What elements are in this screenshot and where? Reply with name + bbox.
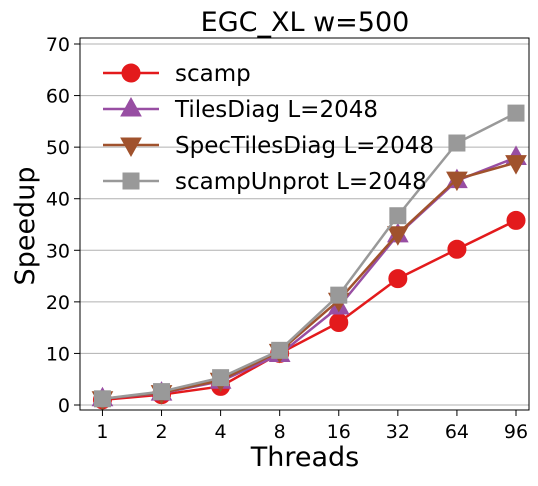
legend-label: scampUnprot L=2048 (175, 169, 427, 195)
x-tick-label: 16 (327, 421, 351, 443)
data-point (93, 390, 111, 408)
series-line (102, 111, 517, 401)
x-tick-label: 8 (274, 421, 286, 443)
legend-item: scamp (103, 61, 251, 87)
series-3 (93, 104, 525, 408)
legend-marker (122, 172, 140, 190)
data-point (507, 104, 525, 122)
legend-label: TilesDiag L=2048 (174, 97, 378, 123)
data-point (271, 341, 289, 359)
x-tick-label: 4 (215, 421, 227, 443)
data-point (212, 369, 230, 387)
data-point (505, 155, 527, 175)
series-0 (92, 210, 526, 410)
y-tick-label: 10 (46, 343, 70, 365)
data-point (330, 286, 348, 304)
legend-label: SpecTilesDiag L=2048 (175, 133, 434, 159)
data-point (389, 207, 407, 225)
x-tick-label: 1 (96, 421, 108, 443)
grid-lines (80, 43, 529, 406)
y-tick-label: 70 (46, 34, 70, 56)
data-point (446, 171, 468, 192)
legend-marker (120, 137, 142, 158)
legend-item: TilesDiag L=2048 (103, 96, 378, 123)
data-point (388, 269, 408, 289)
x-tick-label: 32 (386, 421, 410, 443)
y-axis-label: Speedup (10, 167, 41, 286)
data-point (448, 134, 466, 152)
x-tick-label: 2 (155, 421, 167, 443)
y-tick-label: 50 (46, 137, 70, 159)
series-line (102, 161, 517, 401)
y-tick-label: 20 (46, 292, 70, 314)
x-tick-label: 96 (504, 421, 528, 443)
y-tick-label: 60 (46, 86, 70, 108)
data-point (386, 226, 409, 246)
legend-item: SpecTilesDiag L=2048 (103, 133, 434, 159)
legend-label: scamp (175, 61, 251, 87)
data-point (506, 210, 526, 230)
x-tick-label: 64 (445, 421, 469, 443)
series-group (91, 104, 527, 411)
series-line (102, 219, 517, 402)
data-point (329, 312, 349, 332)
data-point (447, 239, 467, 259)
legend-marker (121, 63, 141, 83)
y-tick-label: 40 (46, 189, 70, 211)
y-tick-label: 30 (46, 240, 70, 262)
data-point (153, 383, 171, 401)
chart-title: EGC_XL w=500 (201, 7, 410, 38)
x-axis-label: Threads (250, 442, 359, 473)
legend: scamp TilesDiag L=2048 SpecTilesDiag L=204… (103, 61, 434, 195)
axes: 0 10 20 30 40 50 60 70 1 2 4 8 16 32 64 96 (46, 34, 530, 443)
plot-frame (79, 37, 530, 411)
legend-marker (120, 96, 142, 117)
legend-item: scampUnprot L=2048 (103, 169, 427, 195)
y-tick-label: 0 (58, 395, 70, 417)
